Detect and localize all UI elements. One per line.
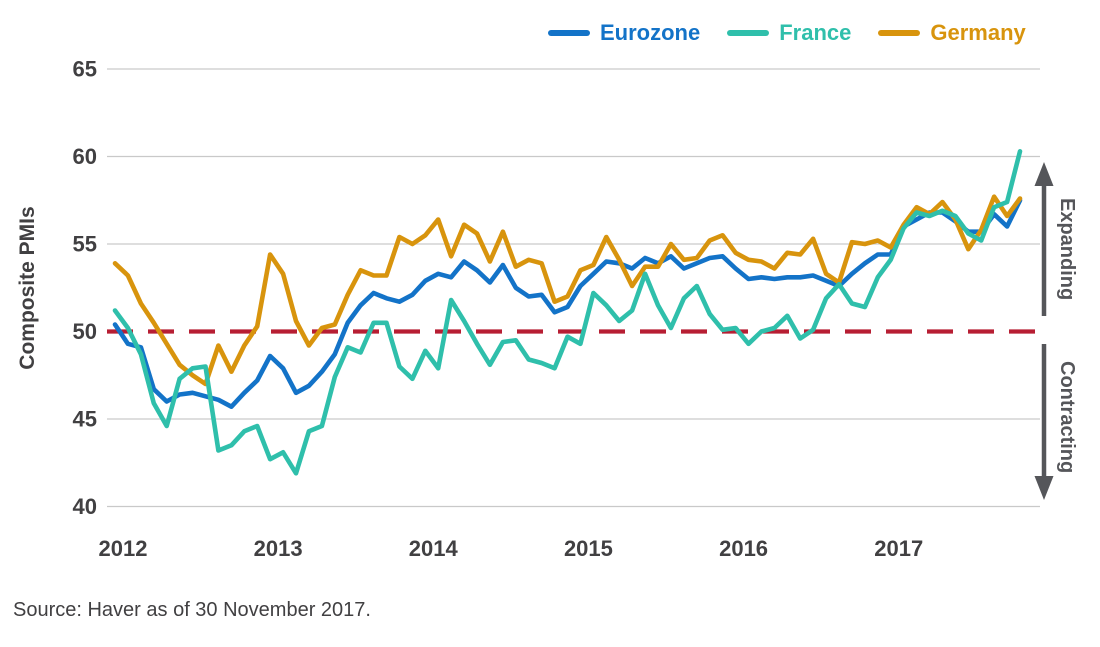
series-line-eurozone	[112, 198, 1023, 410]
x-tick-label-2012: 2012	[99, 536, 148, 561]
x-tick-label-2013: 2013	[254, 536, 303, 561]
legend-swatch-germany	[878, 30, 921, 36]
y-tick-label-65: 65	[73, 57, 97, 82]
y-tick-label-40: 40	[73, 494, 97, 519]
y-tick-label-50: 50	[73, 319, 97, 344]
contracting-arrow-head	[1034, 476, 1054, 500]
legend-item-germany: Germany	[878, 20, 1026, 45]
expanding-annotation: Expanding	[1056, 197, 1078, 301]
legend-item-eurozone: Eurozone	[548, 22, 700, 44]
x-tick-label-2016: 2016	[719, 536, 768, 561]
source-note: Source: Haver as of 30 November 2017.	[13, 599, 371, 621]
legend-label-germany: Germany	[930, 20, 1026, 45]
legend-item-france: France	[727, 22, 851, 44]
y-tick-label-55: 55	[73, 232, 97, 257]
x-tick-label-2017: 2017	[874, 536, 923, 561]
y-tick-label-45: 45	[73, 407, 97, 432]
series-line-germany	[112, 194, 1023, 387]
legend-swatch-eurozone	[548, 30, 590, 36]
y-axis-title: Composite PMIs	[16, 206, 39, 370]
legend: Eurozone France Germany	[548, 22, 1026, 44]
x-tick-label-2015: 2015	[564, 536, 613, 561]
series-line-france	[112, 149, 1023, 476]
expanding-arrow-head	[1034, 162, 1054, 186]
x-tick-label-2014: 2014	[409, 536, 459, 561]
legend-label-eurozone: Eurozone	[600, 20, 701, 45]
contracting-annotation: Contracting	[1056, 360, 1078, 474]
legend-swatch-france	[727, 30, 770, 36]
legend-label-france: France	[779, 20, 852, 45]
y-tick-label-60: 60	[73, 144, 97, 169]
